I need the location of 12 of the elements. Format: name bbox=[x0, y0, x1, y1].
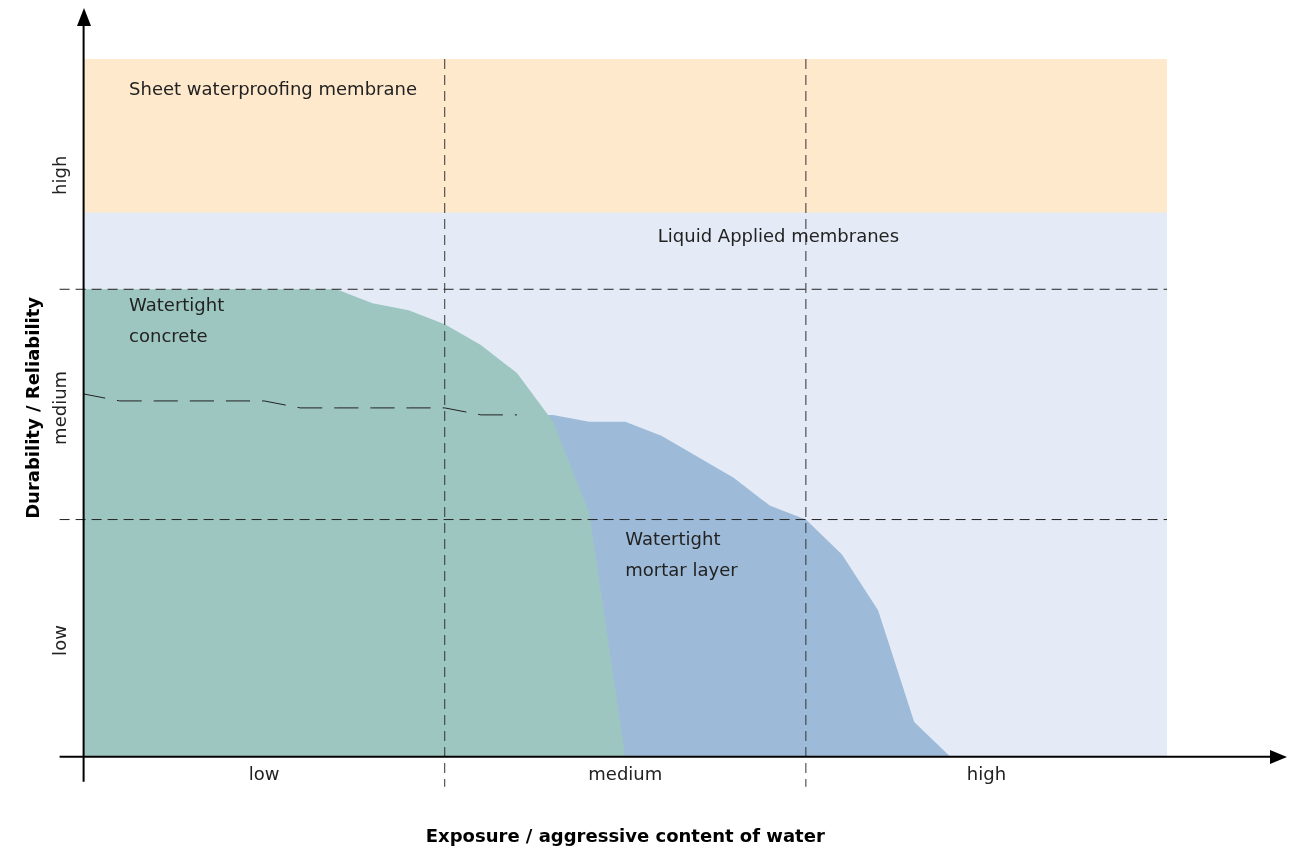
text: medium bbox=[49, 370, 71, 445]
text: high bbox=[49, 155, 71, 195]
series-label: Sheet waterproofing membrane bbox=[129, 78, 417, 100]
x-tick-label: medium bbox=[588, 763, 663, 785]
y-axis-title: Durability / Reliability bbox=[22, 296, 44, 519]
series-label: Watertight concrete bbox=[129, 294, 225, 347]
x-axis-title: Exposure / aggressive content of water bbox=[425, 824, 825, 846]
x-tick-label: high bbox=[966, 763, 1007, 785]
series-label: Liquid Applied membranes bbox=[657, 224, 900, 246]
series-label: Watertight mortar layer bbox=[625, 528, 739, 581]
x-tick-label: low bbox=[248, 763, 280, 785]
text: low bbox=[49, 625, 71, 656]
